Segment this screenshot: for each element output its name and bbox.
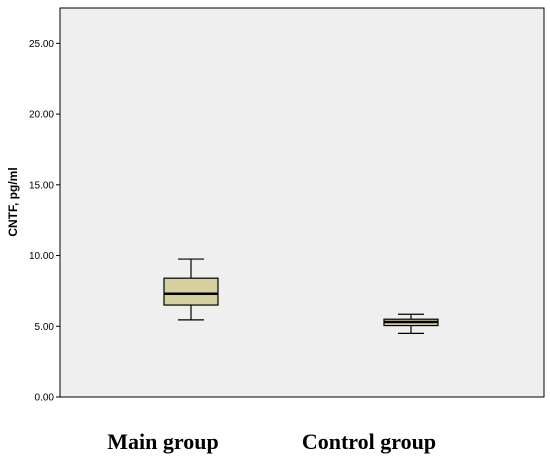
- y-tick-label: 25.00: [29, 39, 54, 50]
- y-tick-label: 0.00: [35, 393, 55, 404]
- box-control-group: [383, 313, 439, 334]
- plot-area: [59, 7, 545, 398]
- box-main-group: [163, 258, 219, 321]
- y-axis-title: CNTF, pg/ml: [6, 167, 20, 236]
- y-tick-label: 10.00: [29, 251, 54, 262]
- y-tick-label: 20.00: [29, 110, 54, 121]
- iqr-box: [163, 277, 219, 306]
- y-tick-label: 15.00: [29, 180, 54, 191]
- y-axis: 0.00 5.00 10.00 15.00 20.00 25.00: [29, 39, 60, 404]
- category-label: Control group: [302, 429, 436, 454]
- y-tick-label: 5.00: [35, 322, 55, 333]
- boxes-layer: [163, 258, 439, 334]
- category-label: Main group: [107, 429, 218, 454]
- x-axis-labels: Main group Control group: [107, 429, 436, 454]
